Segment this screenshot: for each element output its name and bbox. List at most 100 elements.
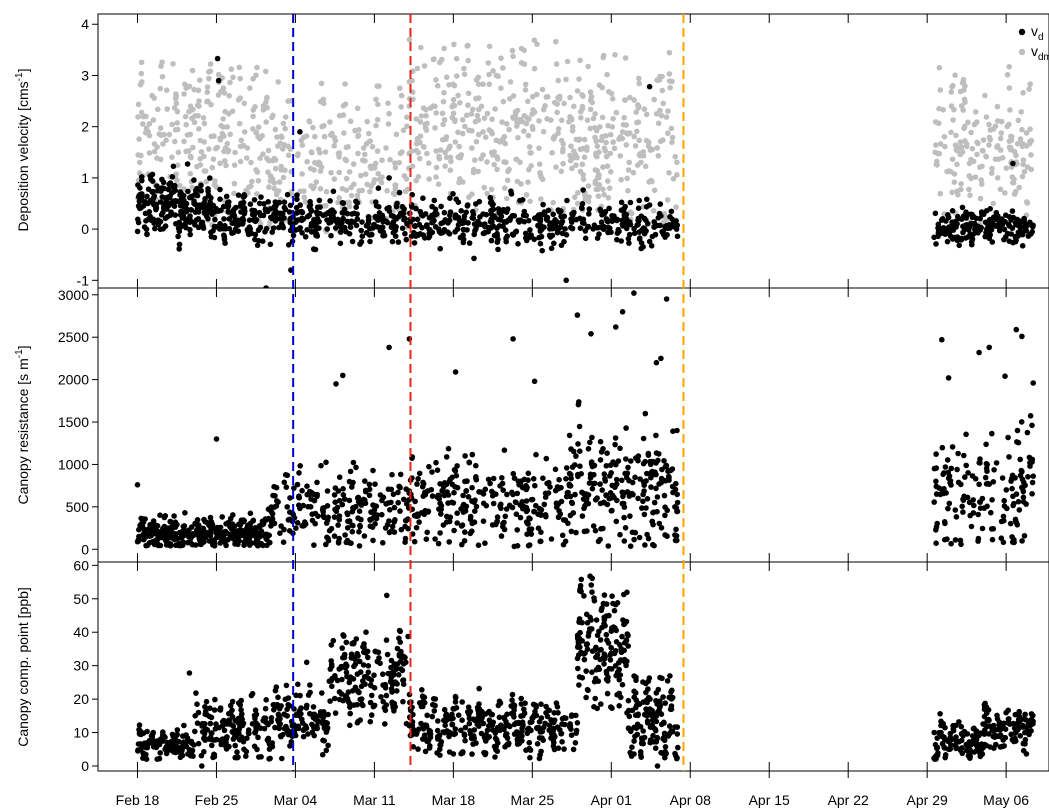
data-point — [403, 659, 409, 666]
data-point — [535, 525, 542, 531]
data-point — [966, 499, 973, 506]
data-point — [360, 678, 366, 684]
data-point — [401, 496, 407, 503]
data-point — [629, 479, 636, 486]
data-point — [421, 63, 428, 69]
data-point — [1029, 422, 1035, 429]
data-point — [155, 106, 161, 113]
data-point — [283, 682, 290, 689]
data-point — [545, 490, 552, 496]
data-point — [202, 203, 208, 210]
data-point — [539, 247, 545, 254]
data-point — [362, 497, 368, 503]
data-point — [276, 179, 283, 185]
data-point — [413, 116, 420, 122]
data-point — [609, 218, 615, 224]
data-point — [402, 215, 408, 222]
data-point — [343, 187, 350, 193]
data-point — [556, 96, 563, 102]
data-point — [311, 711, 318, 718]
data-point — [669, 139, 675, 146]
data-point — [336, 689, 343, 695]
data-point — [500, 135, 507, 142]
data-point — [460, 492, 466, 499]
data-point — [603, 670, 610, 677]
data-point — [997, 135, 1004, 142]
data-point — [336, 195, 343, 201]
data-point — [1018, 419, 1025, 425]
data-point — [397, 150, 404, 157]
data-point — [551, 746, 558, 753]
data-point — [670, 176, 677, 182]
data-point — [664, 222, 670, 229]
data-point — [960, 107, 966, 113]
data-point — [169, 524, 176, 530]
data-point — [511, 731, 518, 737]
data-point — [949, 208, 956, 214]
data-point — [444, 489, 450, 495]
data-point — [517, 197, 523, 204]
data-point — [607, 462, 614, 469]
data-point — [431, 56, 437, 62]
data-point — [581, 528, 588, 535]
data-point — [533, 704, 539, 710]
data-point — [141, 224, 148, 230]
data-point — [641, 215, 648, 222]
data-point — [390, 229, 397, 236]
data-point — [674, 172, 680, 178]
data-point — [636, 197, 642, 204]
data-point — [157, 125, 164, 131]
data-point — [668, 208, 675, 215]
data-point — [424, 529, 431, 536]
data-point — [140, 516, 146, 522]
data-point — [269, 517, 276, 523]
data-point — [572, 491, 578, 498]
data-point — [471, 499, 477, 506]
data-point — [171, 203, 178, 209]
data-point — [328, 658, 335, 664]
data-point — [494, 518, 501, 525]
data-point — [536, 145, 542, 151]
data-point — [136, 136, 142, 142]
data-point — [605, 122, 611, 129]
data-point — [931, 729, 937, 736]
data-point — [462, 737, 468, 744]
data-point — [174, 727, 181, 733]
data-point — [469, 145, 475, 151]
data-point — [657, 107, 663, 114]
data-point — [446, 217, 453, 224]
data-point — [605, 195, 612, 201]
data-point — [336, 154, 342, 160]
data-point — [933, 142, 939, 148]
data-point — [340, 486, 346, 492]
data-point — [976, 349, 982, 356]
data-point — [223, 193, 230, 200]
data-point — [933, 451, 939, 457]
data-point — [1006, 223, 1013, 229]
data-point — [949, 84, 955, 90]
data-point — [314, 491, 321, 498]
data-point — [580, 187, 586, 193]
data-point — [209, 164, 216, 171]
data-point — [332, 499, 339, 506]
data-point — [277, 733, 284, 739]
data-point — [543, 455, 550, 462]
data-point — [597, 656, 603, 663]
data-point — [958, 723, 965, 730]
data-point — [327, 698, 333, 704]
data-point — [477, 221, 484, 228]
data-point — [520, 722, 526, 728]
data-point — [247, 85, 253, 91]
data-point — [961, 452, 967, 459]
data-point — [965, 470, 971, 476]
data-point — [348, 218, 355, 224]
data-point — [420, 195, 426, 201]
data-point — [629, 744, 635, 750]
data-point — [297, 692, 303, 699]
data-point — [476, 489, 482, 495]
data-point — [531, 236, 537, 243]
data-point — [1020, 161, 1026, 168]
data-point — [538, 507, 545, 513]
data-point — [159, 194, 165, 200]
